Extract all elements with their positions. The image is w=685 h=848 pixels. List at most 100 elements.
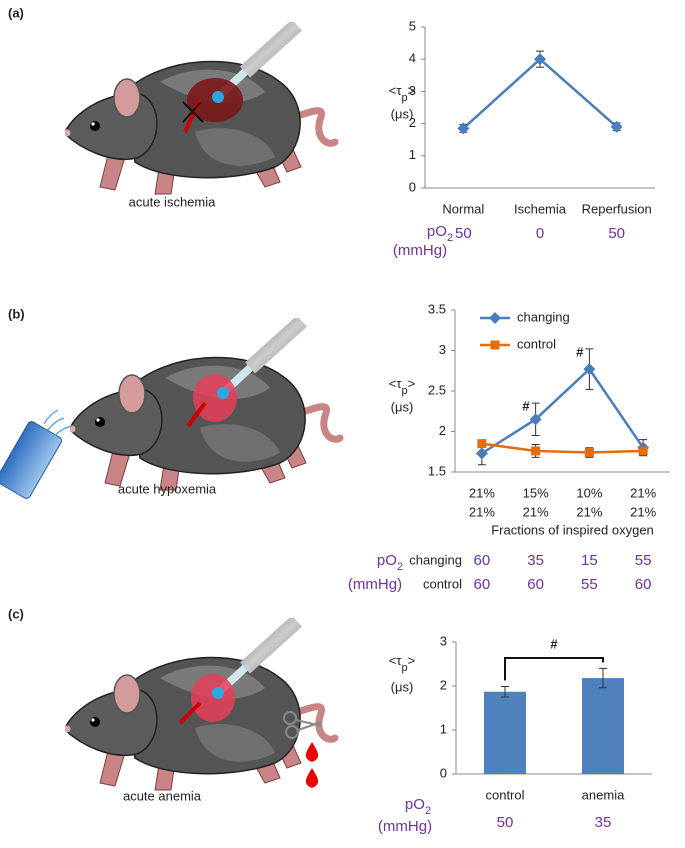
y-tick-label: 2 [439, 423, 446, 438]
po2-value: 50 [608, 225, 625, 242]
y-axis-label-part: <τ [389, 376, 403, 391]
panel-label: (c) [8, 606, 24, 621]
fio2-label: 21% [630, 485, 656, 500]
fio2-label: 15% [523, 485, 549, 500]
po2-series-name: control [423, 576, 462, 591]
oxygen-bottle [0, 409, 73, 499]
po2-value: 55 [581, 576, 598, 593]
po2-label-part: pO [427, 223, 447, 240]
po2-label-part: pO [405, 796, 425, 813]
marker [475, 447, 488, 460]
y-tick-label: 4 [409, 51, 416, 66]
y-axis-label-part: <τ [389, 653, 403, 668]
fio2-label: 21% [523, 504, 549, 519]
mouse-illustration-a [64, 25, 336, 194]
x-tick-label: control [485, 787, 524, 802]
annotation: # [576, 344, 584, 359]
y-tick-label: 0 [409, 179, 416, 194]
caption: acute ischemia [129, 194, 216, 209]
legend-label: control [517, 336, 556, 351]
y-tick-label: 1.5 [428, 463, 446, 478]
line [462, 57, 618, 130]
y-tick-label: 1 [440, 721, 447, 736]
y-axis-label-part: p [402, 662, 408, 674]
y-tick-label: 2 [409, 115, 416, 130]
po2-series-name: changing [409, 552, 462, 567]
marker [457, 122, 470, 135]
po2-value: 15 [581, 552, 598, 569]
marker [529, 413, 542, 426]
fio2-label: 21% [469, 504, 495, 519]
caption: acute anemia [123, 788, 202, 803]
y-tick-label: 2 [440, 677, 447, 692]
po2-value: 60 [474, 552, 491, 569]
y-axis-unit: (μs) [391, 679, 414, 694]
x-tick-label: Reperfusion [582, 201, 652, 216]
line [481, 442, 644, 454]
marker [531, 446, 541, 456]
marker [489, 312, 501, 324]
mouse-illustration-c [64, 621, 336, 790]
fio2-label: 21% [630, 504, 656, 519]
marker [490, 340, 500, 350]
fio2-label: 10% [576, 485, 602, 500]
po2-unit: (mmHg) [393, 242, 447, 259]
po2-value: 35 [527, 552, 544, 569]
po2-label-part: 2 [425, 805, 431, 817]
y-tick-label: 1 [409, 147, 416, 162]
po2-value: 35 [595, 814, 612, 831]
y-axis-unit: (μs) [391, 399, 414, 414]
bar [484, 691, 526, 774]
po2-unit: (mmHg) [378, 818, 432, 835]
y-tick-label: 3 [439, 342, 446, 357]
x-tick-label: Ischemia [514, 201, 567, 216]
significance-bracket [504, 657, 604, 681]
legend-label: changing [517, 309, 570, 324]
po2-value: 0 [536, 225, 544, 242]
mouse-illustration-b [69, 321, 341, 490]
fio2-label: 21% [576, 504, 602, 519]
y-axis-label-part: > [408, 653, 416, 668]
marker [583, 363, 596, 376]
po2-label: pO2 [427, 223, 453, 244]
y-axis-label-part: p [402, 92, 408, 104]
scissors-and-blood [283, 711, 323, 788]
y-tick-label: 3.5 [428, 301, 446, 316]
y-axis-label: <τp> [389, 653, 415, 673]
po2-value: 60 [635, 576, 652, 593]
y-axis-unit: (μs) [391, 106, 414, 121]
x-tick-label: Normal [442, 201, 484, 216]
po2-value: 60 [474, 576, 491, 593]
marker [610, 120, 623, 133]
y-axis-label-part: > [408, 83, 416, 98]
annotation: # [550, 636, 558, 651]
bar [582, 678, 624, 774]
po2-label-part: 2 [397, 561, 403, 573]
y-axis-label-part: > [408, 376, 416, 391]
po2-value: 50 [455, 225, 472, 242]
y-tick-label: 0 [440, 765, 447, 780]
x-tick-label: anemia [582, 787, 625, 802]
fio2-label: 21% [469, 485, 495, 500]
caption: acute hypoxemia [118, 481, 217, 496]
annotation: # [522, 399, 530, 414]
y-axis-label-part: <τ [389, 83, 403, 98]
po2-label-part: pO [377, 552, 397, 569]
po2-unit: (mmHg) [348, 576, 402, 593]
marker [638, 446, 648, 456]
marker [534, 53, 546, 66]
x-axis-label: Fractions of inspired oxygen [491, 522, 654, 537]
po2-value: 50 [497, 814, 514, 831]
error-bar [501, 685, 509, 698]
marker [584, 448, 594, 458]
po2-value: 60 [527, 576, 544, 593]
y-tick-label: 3 [409, 83, 416, 98]
y-axis-label: <τp> [389, 83, 415, 103]
y-axis-label: <τp> [389, 376, 415, 396]
marker [477, 439, 487, 449]
y-tick-label: 2.5 [428, 382, 446, 397]
error-bar [599, 667, 607, 689]
po2-label: pO2 [405, 796, 431, 817]
